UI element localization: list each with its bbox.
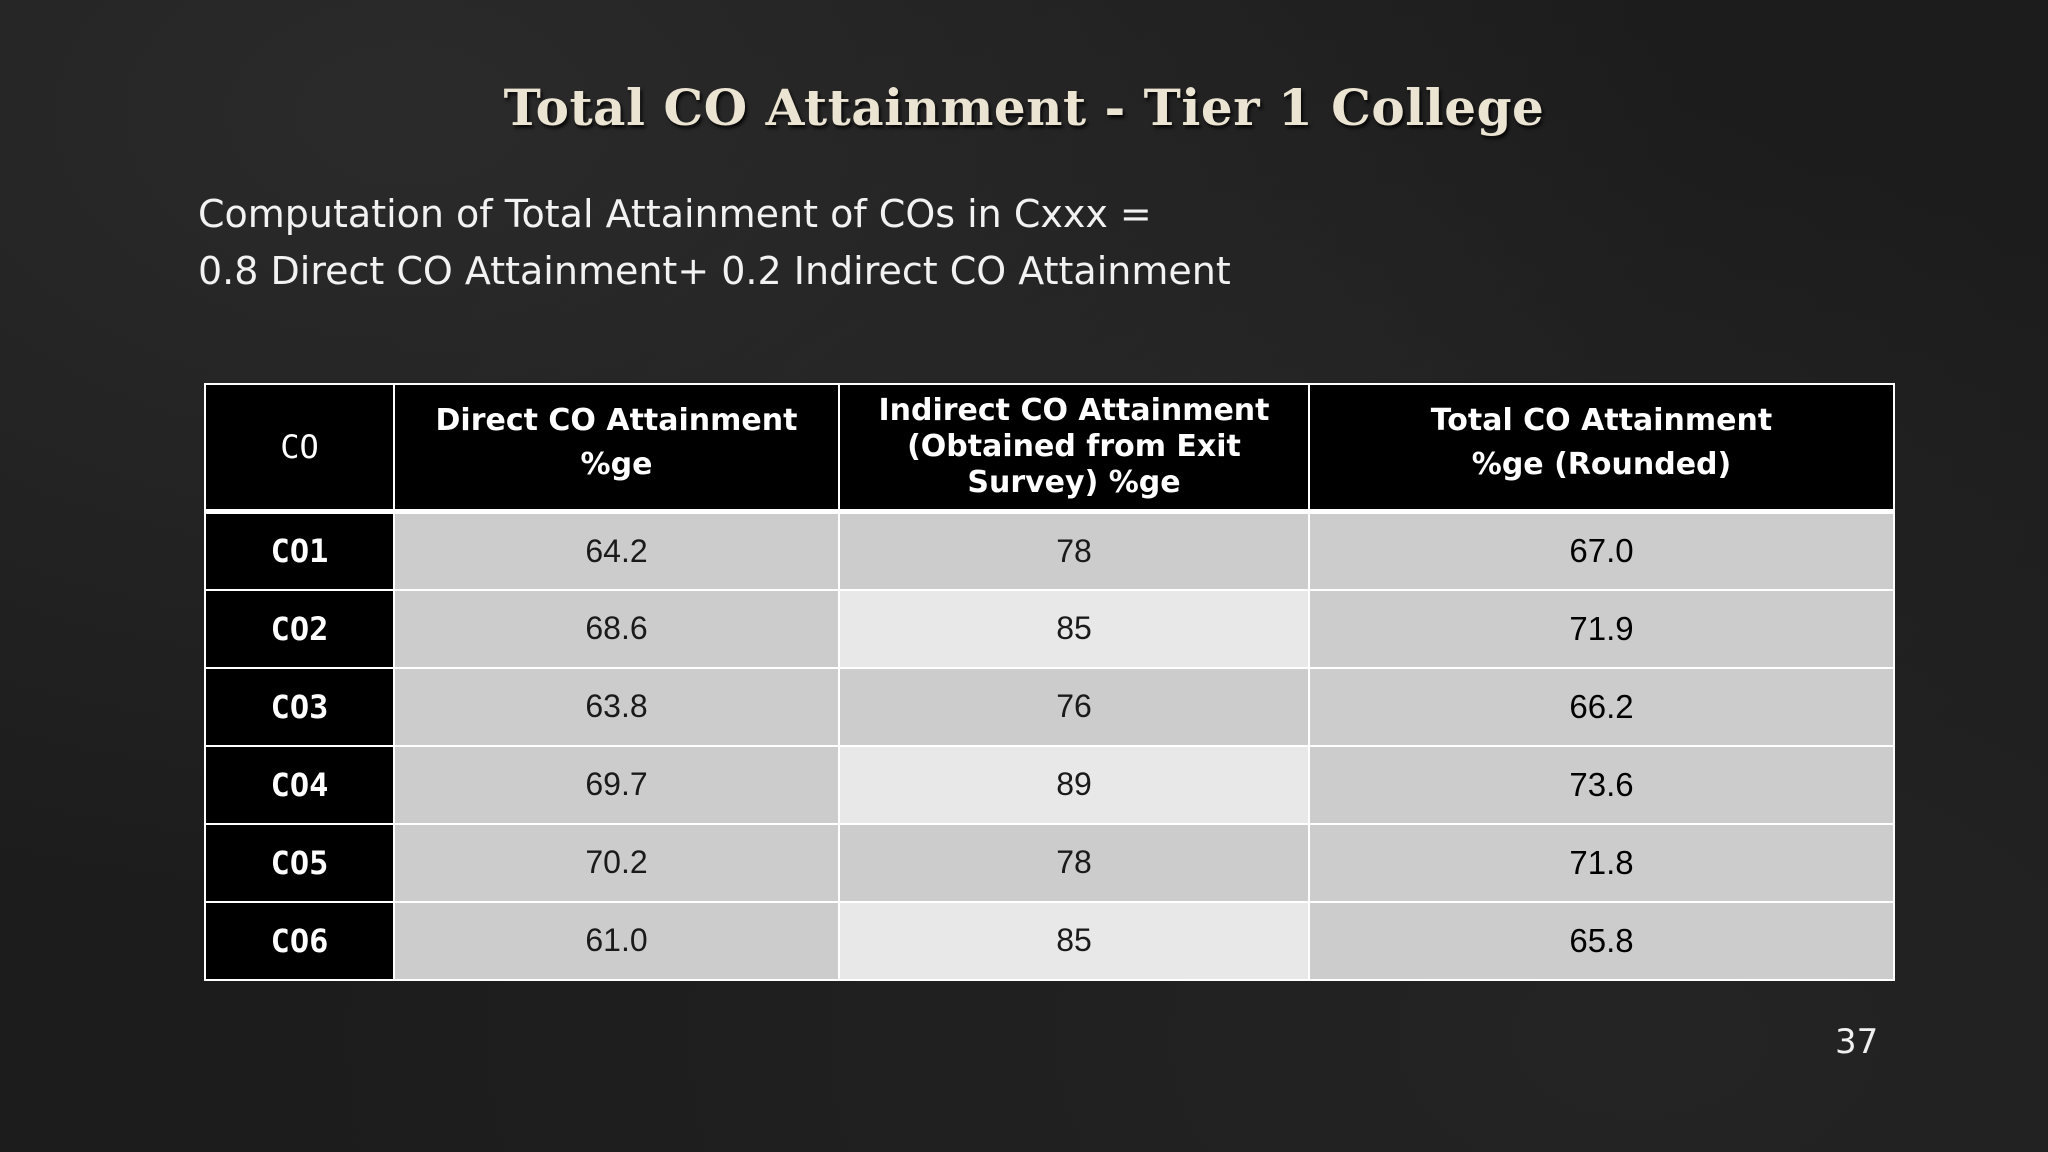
total-value-cell: 71.9	[1308, 588, 1895, 669]
direct-value-cell: 68.6	[393, 588, 840, 669]
table-row: CO3 63.8 76 66.2	[204, 666, 1895, 747]
header-direct-line-1: Direct CO Attainment	[435, 403, 798, 438]
co-label-cell: CO5	[204, 822, 395, 903]
header-direct-line-2: %ge	[580, 447, 653, 482]
page-number: 37	[1835, 1022, 1879, 1062]
header-total: Total CO Attainment %ge (Rounded)	[1308, 383, 1895, 513]
direct-value-cell: 70.2	[393, 822, 840, 903]
indirect-value-cell: 85	[838, 588, 1310, 669]
co-label-cell: CO4	[204, 744, 395, 825]
header-indirect-line-3: Survey) %ge	[967, 465, 1181, 500]
total-value-cell: 71.8	[1308, 822, 1895, 903]
indirect-value-cell: 85	[838, 900, 1310, 981]
table-row: CO2 68.6 85 71.9	[204, 588, 1895, 669]
total-value-cell: 65.8	[1308, 900, 1895, 981]
header-co: CO	[204, 383, 395, 513]
header-indirect: Indirect CO Attainment (Obtained from Ex…	[838, 383, 1310, 513]
table-row: CO1 64.2 78 67.0	[204, 509, 1895, 591]
indirect-value-cell: 78	[838, 822, 1310, 903]
co-label-cell: CO3	[204, 666, 395, 747]
direct-value-cell: 64.2	[393, 509, 840, 591]
header-total-line-2: %ge (Rounded)	[1471, 447, 1732, 482]
slide-title: Total CO Attainment - Tier 1 College	[503, 78, 1545, 137]
header-indirect-line-2: (Obtained from Exit	[907, 429, 1241, 464]
indirect-value-cell: 89	[838, 744, 1310, 825]
direct-value-cell: 61.0	[393, 900, 840, 981]
total-value-cell: 73.6	[1308, 744, 1895, 825]
direct-value-cell: 63.8	[393, 666, 840, 747]
header-direct: Direct CO Attainment %ge	[393, 383, 840, 513]
direct-value-cell: 69.7	[393, 744, 840, 825]
indirect-value-cell: 76	[838, 666, 1310, 747]
formula-line-2: 0.8 Direct CO Attainment+ 0.2 Indirect C…	[198, 249, 1231, 293]
table-row: CO5 70.2 78 71.8	[204, 822, 1895, 903]
total-value-cell: 67.0	[1308, 509, 1895, 591]
indirect-value-cell: 78	[838, 509, 1310, 591]
co-attainment-table: CO Direct CO Attainment %ge Indirect CO …	[204, 383, 1895, 981]
header-total-line-1: Total CO Attainment	[1430, 403, 1773, 438]
co-label-cell: CO2	[204, 588, 395, 669]
formula-text: Computation of Total Attainment of COs i…	[198, 186, 1231, 300]
formula-line-1: Computation of Total Attainment of COs i…	[198, 192, 1152, 236]
table-row: CO4 69.7 89 73.6	[204, 744, 1895, 825]
co-label-cell: CO1	[204, 509, 395, 591]
table-row: CO6 61.0 85 65.8	[204, 900, 1895, 981]
co-label-cell: CO6	[204, 900, 395, 981]
total-value-cell: 66.2	[1308, 666, 1895, 747]
header-indirect-line-1: Indirect CO Attainment	[878, 393, 1270, 428]
table-header-row: CO Direct CO Attainment %ge Indirect CO …	[204, 383, 1895, 513]
